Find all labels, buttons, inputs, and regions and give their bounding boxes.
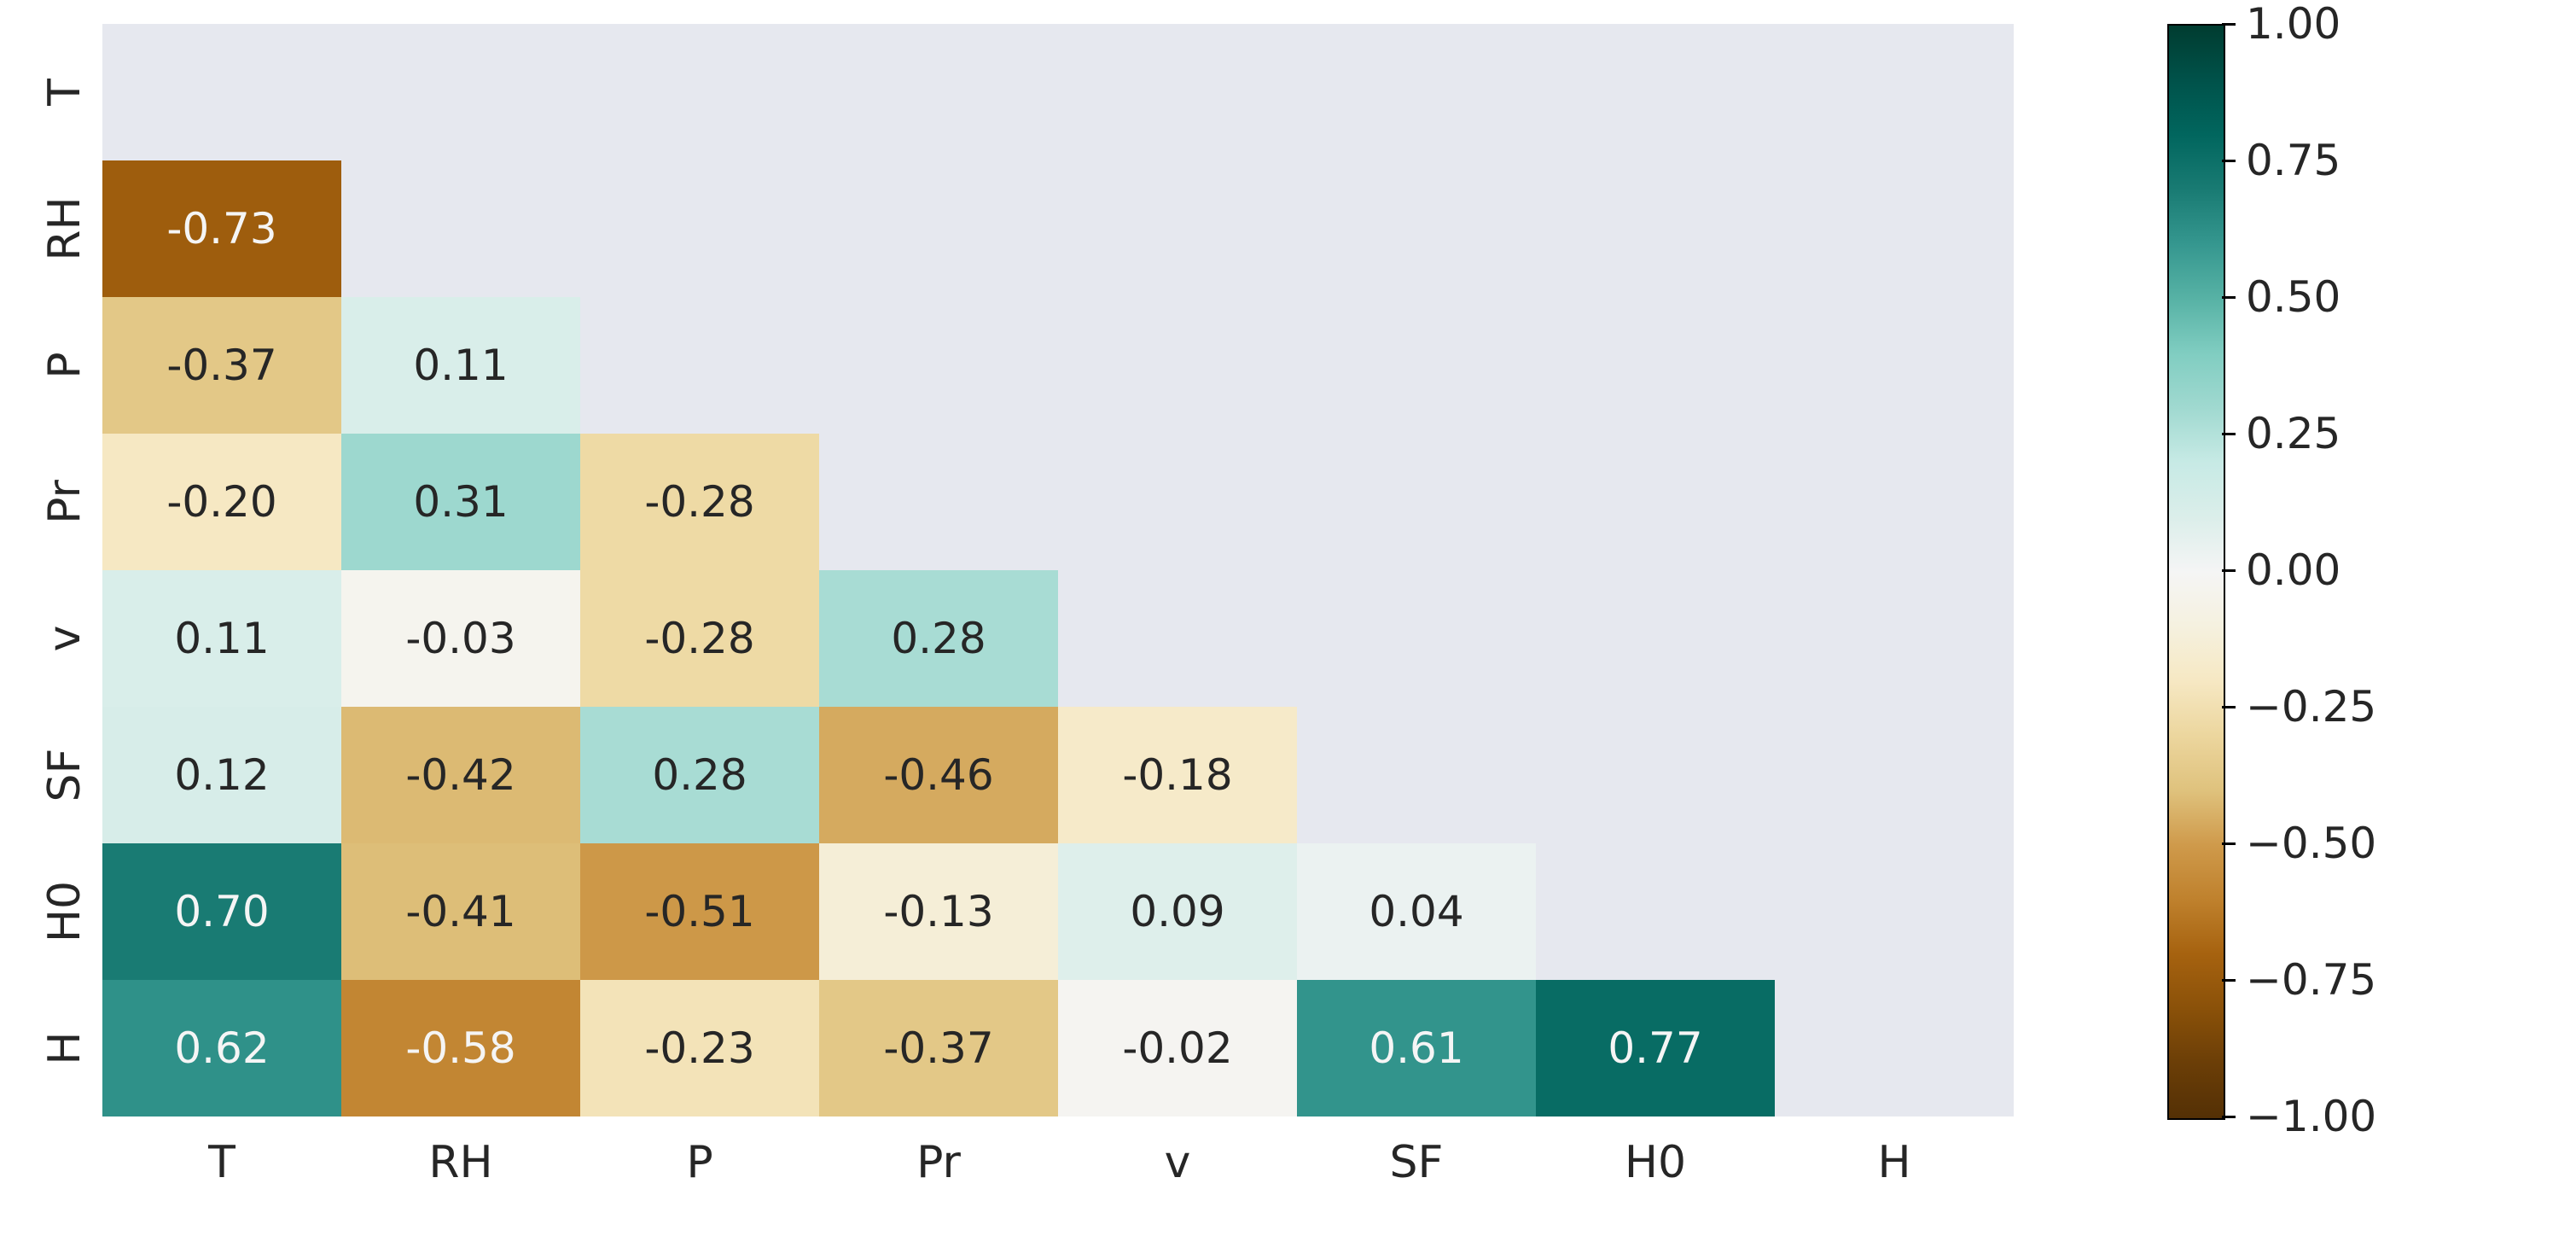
heatmap-cell: 0.28: [819, 570, 1058, 707]
colorbar-tick-mark: [2222, 706, 2236, 708]
heatmap-cell: -0.42: [341, 707, 580, 843]
heatmap-cell: 0.11: [341, 297, 580, 434]
heatmap-cell: 0.31: [341, 434, 580, 570]
colorbar-tick-label: 1.00: [2246, 0, 2340, 56]
heatmap-cell-value: -0.18: [1122, 750, 1232, 800]
heatmap-cell-value: -0.37: [883, 1023, 993, 1073]
x-tick-label: H: [1775, 1132, 2014, 1194]
colorbar-gradient: [2167, 24, 2225, 1120]
heatmap-cell: -0.58: [341, 980, 580, 1116]
y-tick-label: H: [0, 963, 150, 1134]
heatmap-cell: -0.41: [341, 843, 580, 980]
heatmap-cell-value: 0.12: [174, 750, 269, 800]
heatmap-cell: 0.04: [1297, 843, 1536, 980]
heatmap-cell: -0.37: [819, 980, 1058, 1116]
heatmap-cell-value: 0.11: [413, 341, 508, 390]
heatmap-cell: -0.28: [580, 570, 819, 707]
x-tick-label: P: [580, 1132, 819, 1194]
colorbar-tick-mark: [2222, 160, 2236, 162]
heatmap-cell-value: -0.51: [644, 887, 754, 936]
colorbar-tick-label: −0.50: [2246, 812, 2376, 876]
colorbar: 1.000.750.500.250.00−0.25−0.50−0.75−1.00: [2167, 24, 2512, 1116]
heatmap-cell: -0.46: [819, 707, 1058, 843]
heatmap-cell-value: 0.09: [1130, 887, 1224, 936]
colorbar-tick-mark: [2222, 569, 2236, 572]
colorbar-tick-mark: [2222, 979, 2236, 982]
heatmap-cell: -0.13: [819, 843, 1058, 980]
heatmap-cell: 0.61: [1297, 980, 1536, 1116]
x-tick-label: v: [1058, 1132, 1297, 1194]
heatmap-cell-value: -0.23: [644, 1023, 754, 1073]
heatmap-cell-value: -0.41: [405, 887, 515, 936]
heatmap-cell: -0.23: [580, 980, 819, 1116]
heatmap-grid: -0.73 -0.37 0.11 -0.20 0.31 -0.28 0.11 -0.03 -0.…: [102, 24, 2014, 1116]
colorbar-tick-label: 0.00: [2246, 539, 2340, 603]
heatmap-cell-value: -0.13: [883, 887, 993, 936]
x-tick-label: Pr: [819, 1132, 1058, 1194]
heatmap-cell-value: 0.28: [652, 750, 747, 800]
correlation-heatmap-figure: -0.73 -0.37 0.11 -0.20 0.31 -0.28 0.11 -0.03 -0.…: [0, 0, 2576, 1236]
x-tick-label: RH: [341, 1132, 580, 1194]
heatmap-cell-value: 0.77: [1608, 1023, 1702, 1073]
colorbar-tick-label: 0.50: [2246, 265, 2340, 329]
heatmap-cell-value: -0.02: [1122, 1023, 1232, 1073]
colorbar-tick-mark: [2222, 433, 2236, 435]
heatmap-cell-value: 0.11: [174, 614, 269, 663]
heatmap-cell-value: 0.28: [891, 614, 986, 663]
heatmap-cell-value: -0.20: [166, 477, 276, 527]
colorbar-tick-mark: [2222, 1116, 2236, 1118]
heatmap-cell-value: 0.70: [174, 887, 269, 936]
heatmap-cell-value: -0.03: [405, 614, 515, 663]
colorbar-tick-label: −1.00: [2246, 1085, 2376, 1149]
x-tick-label: T: [102, 1132, 341, 1194]
heatmap-cell-value: -0.58: [405, 1023, 515, 1073]
colorbar-tick-label: −0.25: [2246, 675, 2376, 739]
colorbar-tick-label: 0.75: [2246, 129, 2340, 193]
colorbar-tick-mark: [2222, 23, 2236, 26]
heatmap-cell: 0.09: [1058, 843, 1297, 980]
heatmap-cell: -0.28: [580, 434, 819, 570]
heatmap-cell-value: -0.46: [883, 750, 993, 800]
heatmap-cell: 0.77: [1536, 980, 1775, 1116]
heatmap-cell: -0.02: [1058, 980, 1297, 1116]
x-tick-label: H0: [1536, 1132, 1775, 1194]
heatmap-cell-value: -0.28: [644, 614, 754, 663]
heatmap-cell: 0.28: [580, 707, 819, 843]
colorbar-tick-mark: [2222, 842, 2236, 845]
heatmap-cell: -0.51: [580, 843, 819, 980]
heatmap-cell-value: 0.62: [174, 1023, 269, 1073]
heatmap-cell: -0.18: [1058, 707, 1297, 843]
heatmap-cell-value: -0.73: [166, 204, 276, 254]
heatmap-cell-value: 0.61: [1369, 1023, 1463, 1073]
heatmap-cell-value: 0.04: [1369, 887, 1463, 936]
heatmap-cell-value: -0.28: [644, 477, 754, 527]
heatmap-cell-value: 0.31: [413, 477, 508, 527]
heatmap-cell: -0.03: [341, 570, 580, 707]
colorbar-tick-mark: [2222, 296, 2236, 299]
colorbar-tick-label: 0.25: [2246, 402, 2340, 466]
heatmap-cell-value: -0.42: [405, 750, 515, 800]
heatmap-cell-value: -0.37: [166, 341, 276, 390]
colorbar-tick-label: −0.75: [2246, 948, 2376, 1012]
x-tick-label: SF: [1297, 1132, 1536, 1194]
